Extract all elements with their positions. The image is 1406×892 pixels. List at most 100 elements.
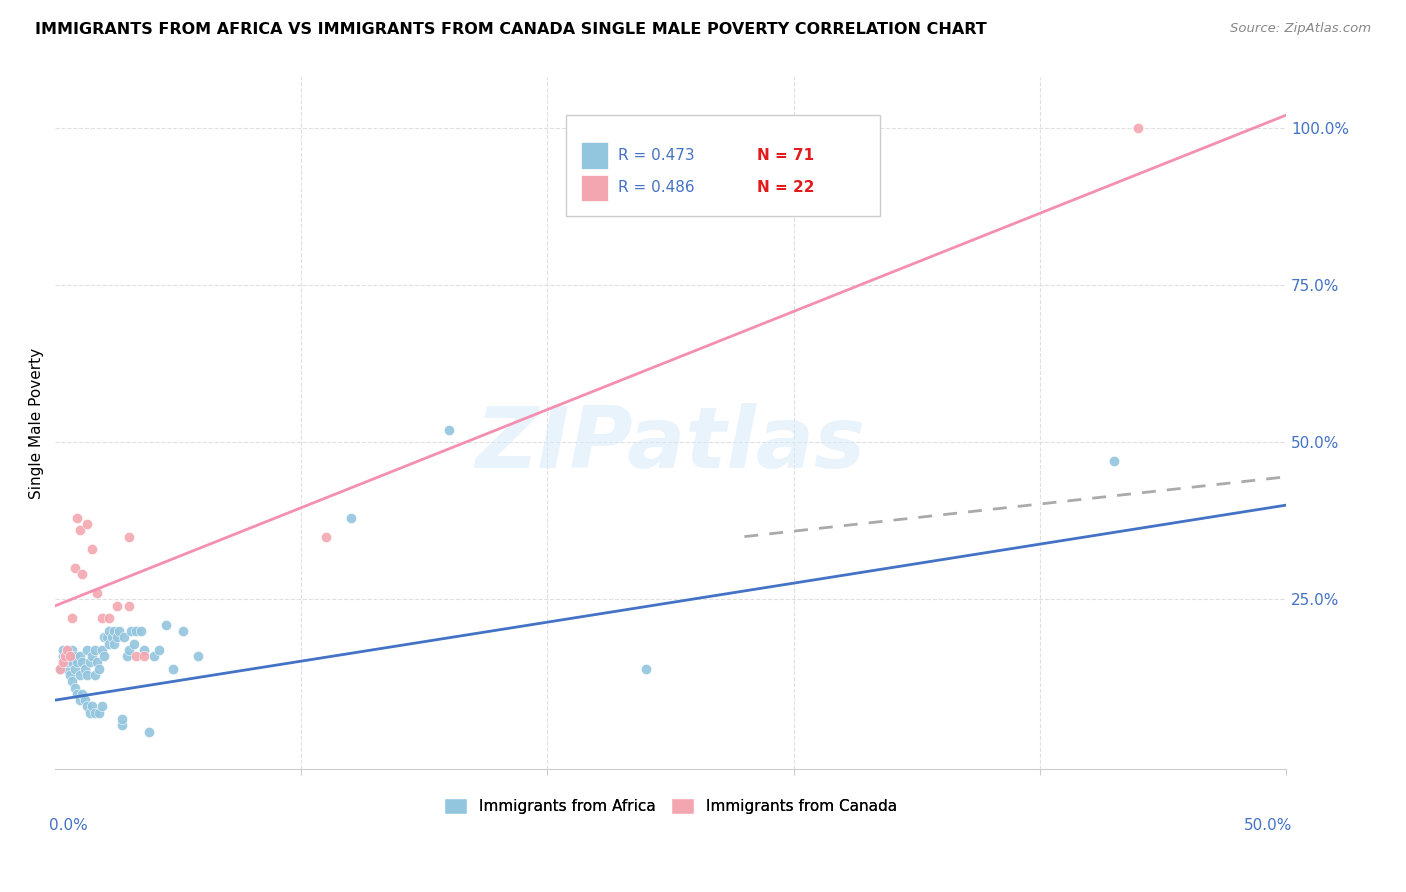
- Point: [60, 611, 83, 625]
- Point: [53, 649, 76, 664]
- Text: R = 0.473: R = 0.473: [617, 148, 695, 163]
- Point: [76, 699, 98, 714]
- Point: [142, 649, 165, 664]
- Point: [69, 668, 91, 682]
- Point: [86, 586, 108, 600]
- Point: [63, 649, 86, 664]
- Point: [49, 662, 72, 676]
- Point: [69, 649, 91, 664]
- Point: [162, 662, 184, 676]
- Point: [83, 668, 105, 682]
- Point: [98, 611, 121, 625]
- Point: [108, 624, 131, 638]
- Point: [122, 636, 145, 650]
- Point: [66, 687, 89, 701]
- Point: [53, 649, 76, 664]
- Point: [634, 662, 657, 676]
- Point: [118, 599, 141, 613]
- Point: [103, 636, 125, 650]
- Point: [437, 423, 460, 437]
- Text: ZIPatlas: ZIPatlas: [475, 402, 866, 485]
- Point: [51, 642, 73, 657]
- Point: [155, 617, 177, 632]
- Point: [111, 718, 134, 732]
- Point: [96, 630, 118, 644]
- FancyBboxPatch shape: [581, 143, 607, 169]
- Point: [73, 662, 96, 676]
- Point: [70, 656, 93, 670]
- Point: [138, 724, 160, 739]
- Point: [1128, 120, 1150, 135]
- Point: [83, 642, 105, 657]
- Point: [56, 656, 79, 670]
- Point: [59, 649, 82, 664]
- Point: [98, 624, 121, 638]
- Point: [125, 624, 148, 638]
- Point: [112, 630, 135, 644]
- Point: [91, 699, 114, 714]
- Point: [111, 712, 134, 726]
- Text: 0.0%: 0.0%: [49, 818, 87, 833]
- Point: [172, 624, 194, 638]
- Text: N = 22: N = 22: [756, 180, 814, 195]
- Point: [56, 662, 79, 676]
- Point: [132, 642, 155, 657]
- Text: IMMIGRANTS FROM AFRICA VS IMMIGRANTS FROM CANADA SINGLE MALE POVERTY CORRELATION: IMMIGRANTS FROM AFRICA VS IMMIGRANTS FRO…: [35, 22, 987, 37]
- Point: [63, 561, 86, 575]
- Point: [79, 706, 101, 720]
- Point: [118, 642, 141, 657]
- Point: [339, 510, 361, 524]
- Point: [60, 642, 83, 657]
- Text: 50.0%: 50.0%: [1244, 818, 1292, 833]
- Point: [121, 624, 143, 638]
- Point: [73, 693, 96, 707]
- Point: [49, 662, 72, 676]
- Point: [89, 706, 111, 720]
- Point: [103, 624, 125, 638]
- Point: [91, 642, 114, 657]
- Point: [56, 642, 79, 657]
- Point: [70, 567, 93, 582]
- Point: [1102, 454, 1125, 468]
- Point: [56, 642, 79, 657]
- Point: [63, 662, 86, 676]
- Point: [63, 681, 86, 695]
- Point: [315, 530, 337, 544]
- Point: [66, 656, 89, 670]
- Point: [60, 656, 83, 670]
- Text: Source: ZipAtlas.com: Source: ZipAtlas.com: [1230, 22, 1371, 36]
- Point: [76, 642, 98, 657]
- Point: [105, 630, 128, 644]
- Y-axis label: Single Male Poverty: Single Male Poverty: [30, 348, 44, 499]
- Point: [125, 649, 148, 664]
- Point: [69, 524, 91, 538]
- Point: [51, 649, 73, 664]
- Point: [82, 649, 104, 664]
- Text: R = 0.486: R = 0.486: [617, 180, 695, 195]
- Point: [101, 630, 124, 644]
- Point: [83, 706, 105, 720]
- Point: [93, 630, 115, 644]
- Point: [98, 636, 121, 650]
- Point: [131, 624, 153, 638]
- Point: [115, 649, 138, 664]
- FancyBboxPatch shape: [567, 115, 880, 216]
- Point: [59, 668, 82, 682]
- Point: [79, 656, 101, 670]
- Point: [60, 674, 83, 689]
- Point: [105, 599, 128, 613]
- Point: [82, 542, 104, 557]
- Point: [76, 516, 98, 531]
- Point: [86, 656, 108, 670]
- Point: [118, 530, 141, 544]
- Point: [51, 656, 73, 670]
- Point: [76, 668, 98, 682]
- Point: [82, 699, 104, 714]
- Point: [89, 662, 111, 676]
- Text: N = 71: N = 71: [756, 148, 814, 163]
- Point: [91, 611, 114, 625]
- Point: [53, 656, 76, 670]
- Legend: Immigrants from Africa, Immigrants from Canada: Immigrants from Africa, Immigrants from …: [437, 792, 904, 821]
- Point: [93, 649, 115, 664]
- Point: [148, 642, 170, 657]
